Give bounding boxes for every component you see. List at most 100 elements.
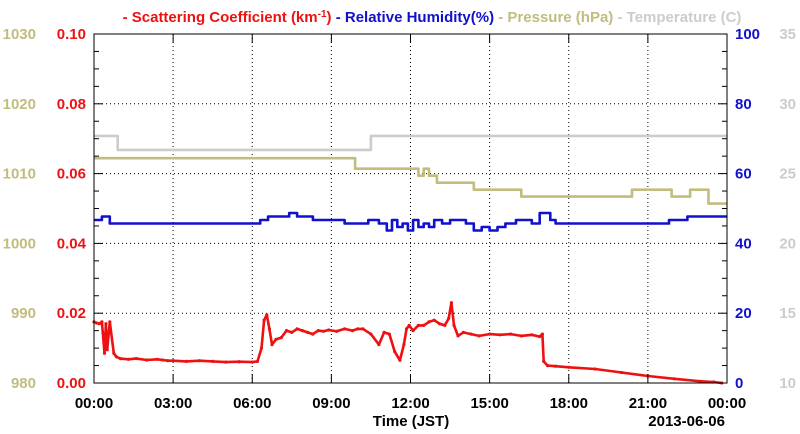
scattering-axis-tick-label: 0.00 <box>57 375 86 392</box>
data-point-scattering-coefficient-km-1 <box>211 359 215 363</box>
x-tick-label: 12:00 <box>391 395 429 412</box>
x-tick-label: 18:00 <box>550 395 588 412</box>
data-point-scattering-coefficient-km-1 <box>290 330 294 334</box>
data-point-scattering-coefficient-km-1 <box>118 357 122 361</box>
data-point-scattering-coefficient-km-1 <box>443 323 447 327</box>
data-point-scattering-coefficient-km-1 <box>350 329 355 333</box>
legend-entry: Pressure (hPa) <box>507 9 613 26</box>
data-point-scattering-coefficient-km-1 <box>672 377 676 381</box>
pressure-axis-tick-label: 990 <box>11 305 36 322</box>
data-point-scattering-coefficient-km-1 <box>95 321 99 325</box>
data-point-scattering-coefficient-km-1 <box>437 322 442 326</box>
data-point-scattering-coefficient-km-1 <box>224 360 228 364</box>
data-point-scattering-coefficient-km-1 <box>265 313 269 317</box>
data-point-scattering-coefficient-km-1 <box>361 327 365 331</box>
legend-entry: Temperature (C) <box>627 9 742 26</box>
data-point-scattering-coefficient-km-1 <box>540 332 545 336</box>
x-tick-label: 15:00 <box>470 395 508 412</box>
pressure-axis-tick-label: 1030 <box>3 26 36 43</box>
data-point-scattering-coefficient-km-1 <box>270 343 274 347</box>
data-point-scattering-coefficient-km-1 <box>619 370 624 375</box>
scattering-axis-tick-label: 0.10 <box>57 26 86 43</box>
data-point-scattering-coefficient-km-1 <box>398 358 402 362</box>
legend-entry: Relative Humidity(%) <box>345 9 494 26</box>
data-point-scattering-coefficient-km-1 <box>259 346 264 350</box>
legend-superscript: -1 <box>318 9 327 20</box>
data-point-scattering-coefficient-km-1 <box>311 332 315 336</box>
data-point-scattering-coefficient-km-1 <box>546 364 550 368</box>
pressure-axis-tick-label: 1010 <box>3 166 36 183</box>
data-point-scattering-coefficient-km-1 <box>97 322 101 326</box>
data-point-scattering-coefficient-km-1 <box>554 364 558 368</box>
x-tick-label: 09:00 <box>312 395 350 412</box>
data-point-scattering-coefficient-km-1 <box>427 320 431 324</box>
x-tick-label: 00:00 <box>708 395 746 412</box>
data-series <box>92 134 727 385</box>
data-point-scattering-coefficient-km-1 <box>356 327 360 331</box>
temperature-axis-tick-label: 35 <box>779 26 796 43</box>
data-point-scattering-coefficient-km-1 <box>105 348 109 352</box>
data-point-scattering-coefficient-km-1 <box>461 330 465 334</box>
data-point-scattering-coefficient-km-1 <box>411 329 415 333</box>
date-label: 2013-06-06 <box>648 413 725 430</box>
data-point-scattering-coefficient-km-1 <box>519 334 523 338</box>
x-tick-label: 03:00 <box>154 395 192 412</box>
data-point-scattering-coefficient-km-1 <box>197 359 202 363</box>
data-point-scattering-coefficient-km-1 <box>161 358 165 362</box>
temperature-axis-tick-label: 15 <box>779 305 796 322</box>
data-point-scattering-coefficient-km-1 <box>530 333 534 337</box>
data-point-scattering-coefficient-km-1 <box>699 379 703 383</box>
data-point-scattering-coefficient-km-1 <box>250 360 254 364</box>
legend-dash: - <box>613 9 626 26</box>
scattering-axis-tick-label: 0.04 <box>57 235 87 252</box>
humidity-axis-tick-label: 20 <box>735 305 752 322</box>
data-point-scattering-coefficient-km-1 <box>369 332 373 336</box>
grid-lines <box>94 34 727 383</box>
data-point-scattering-coefficient-km-1 <box>267 327 271 331</box>
data-point-scattering-coefficient-km-1 <box>382 330 386 334</box>
data-point-scattering-coefficient-km-1 <box>498 333 502 337</box>
scattering-axis-tick-label: 0.06 <box>57 166 86 183</box>
data-point-scattering-coefficient-km-1 <box>343 327 347 331</box>
data-point-scattering-coefficient-km-1 <box>567 365 571 369</box>
data-point-scattering-coefficient-km-1 <box>422 323 426 327</box>
series-line-pressure-hpa <box>94 156 727 205</box>
data-point-scattering-coefficient-km-1 <box>274 337 278 341</box>
scattering-axis-tick-label: 0.08 <box>57 96 86 113</box>
data-point-scattering-coefficient-km-1 <box>104 322 108 326</box>
x-tick-label: 06:00 <box>233 395 271 412</box>
series-line-temperature-c <box>94 134 727 152</box>
data-point-scattering-coefficient-km-1 <box>102 351 107 355</box>
temperature-axis-tick-label: 25 <box>779 166 796 183</box>
legend: - Scattering Coefficient (km-1) - Relati… <box>123 9 742 27</box>
humidity-axis-tick-label: 0 <box>735 375 743 392</box>
data-point-scattering-coefficient-km-1 <box>449 301 453 305</box>
data-point-scattering-coefficient-km-1 <box>477 334 481 338</box>
x-tick-label: 21:00 <box>629 395 667 412</box>
temperature-axis-tick-label: 30 <box>779 96 796 113</box>
axes: 00:00 03:00 06:00 09:00 12:00 15:00 18:00 21:00… <box>3 26 796 412</box>
data-point-scattering-coefficient-km-1 <box>538 335 542 339</box>
data-point-scattering-coefficient-km-1 <box>488 332 492 336</box>
data-point-scattering-coefficient-km-1 <box>284 329 289 333</box>
temperature-axis-tick-label: 10 <box>779 375 796 392</box>
data-point-scattering-coefficient-km-1 <box>114 355 118 359</box>
data-point-scattering-coefficient-km-1 <box>295 327 299 331</box>
data-point-scattering-coefficient-km-1 <box>416 323 420 327</box>
legend-dash: - <box>494 9 507 26</box>
data-point-scattering-coefficient-km-1 <box>335 329 339 333</box>
data-point-scattering-coefficient-km-1 <box>166 359 170 363</box>
data-point-scattering-coefficient-km-1 <box>447 316 451 320</box>
data-point-scattering-coefficient-km-1 <box>112 351 116 355</box>
data-point-scattering-coefficient-km-1 <box>407 323 411 327</box>
data-point-scattering-coefficient-km-1 <box>255 359 260 363</box>
data-point-scattering-coefficient-km-1 <box>316 329 320 333</box>
data-point-scattering-coefficient-km-1 <box>387 332 391 336</box>
data-point-scattering-coefficient-km-1 <box>184 359 188 363</box>
humidity-axis-tick-label: 40 <box>735 235 752 252</box>
data-point-scattering-coefficient-km-1 <box>134 357 138 361</box>
data-point-scattering-coefficient-km-1 <box>469 332 473 336</box>
data-point-scattering-coefficient-km-1 <box>171 359 175 363</box>
humidity-axis-tick-label: 100 <box>735 26 760 43</box>
